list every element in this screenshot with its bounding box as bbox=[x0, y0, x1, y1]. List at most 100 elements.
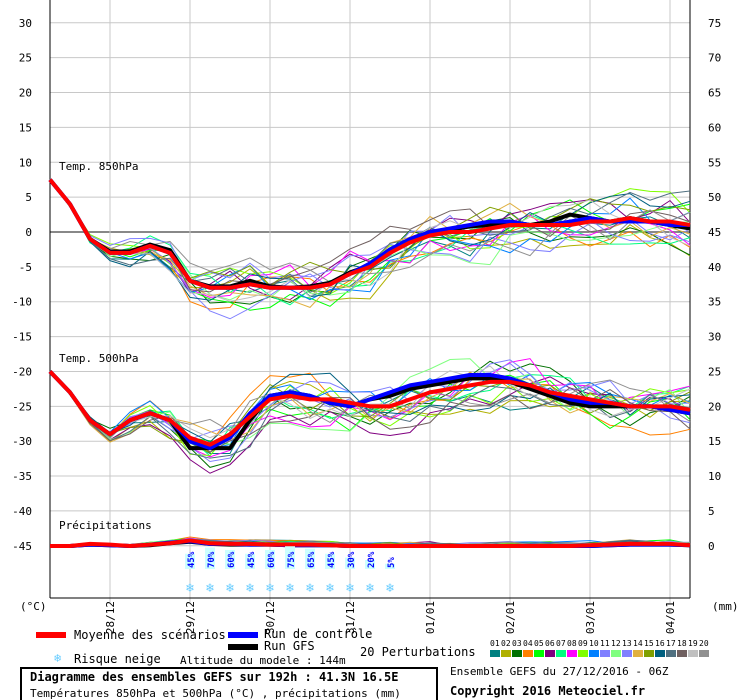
perturbation-id: 12 bbox=[611, 639, 621, 648]
legend-mean-swatch bbox=[36, 632, 66, 638]
snow-risk-label: 75% bbox=[287, 551, 297, 568]
snowflake-icon: ❄ bbox=[245, 581, 254, 596]
left-tick-label: 5 bbox=[25, 191, 32, 204]
perturbation-id: 04 bbox=[523, 639, 533, 648]
precip_mean-line bbox=[50, 538, 691, 548]
perturbation-swatch bbox=[523, 650, 533, 657]
left-tick-label: -25 bbox=[12, 400, 32, 413]
t850_mean-line bbox=[48, 178, 691, 290]
right-tick-label: 60 bbox=[708, 121, 721, 134]
right-tick-label: 30 bbox=[708, 331, 721, 344]
left-tick-label: -10 bbox=[12, 296, 32, 309]
perturbation-swatch bbox=[501, 650, 511, 657]
snow-risk-label: 20% bbox=[367, 551, 377, 568]
perturbation-id: 11 bbox=[600, 639, 610, 648]
left-tick-label: -20 bbox=[12, 365, 32, 378]
legend-control-swatch bbox=[228, 632, 258, 638]
perturbation-swatch bbox=[655, 650, 665, 657]
snowflake-icon: ❄ bbox=[305, 581, 314, 596]
perturbation-swatch bbox=[633, 650, 643, 657]
snowflake-icon: ❄ bbox=[205, 581, 214, 596]
right-tick-label: 55 bbox=[708, 156, 721, 169]
perturbation-swatch bbox=[578, 650, 588, 657]
perturbation-swatch bbox=[556, 650, 566, 657]
right-tick-label: 50 bbox=[708, 191, 721, 204]
left-tick-label: -35 bbox=[12, 470, 32, 483]
perturbation-swatch bbox=[545, 650, 555, 657]
left-axis-label: (°C) bbox=[20, 600, 47, 613]
right-tick-label: 75 bbox=[708, 17, 721, 30]
perturbation-line-17 bbox=[49, 179, 691, 293]
perturbation-line-16 bbox=[49, 179, 691, 301]
panel-label-t850: Temp. 850hPa bbox=[59, 160, 138, 173]
perturbation-id: 06 bbox=[545, 639, 555, 648]
perturbation-id: 15 bbox=[644, 639, 654, 648]
right-tick-label: 10 bbox=[708, 470, 721, 483]
panel-label-t500: Temp. 500hPa bbox=[59, 352, 138, 365]
legend-snow-label: Risque neige bbox=[74, 652, 161, 666]
left-tick-label: 20 bbox=[19, 87, 32, 100]
chart-subtitle: Températures 850hPa et 500hPa (°C) , pré… bbox=[30, 687, 401, 700]
perturbation-line-19 bbox=[49, 179, 691, 302]
right-tick-label: 5 bbox=[708, 505, 715, 518]
perturbation-line-14 bbox=[49, 179, 691, 308]
snowflake-icon: ❄ bbox=[285, 581, 294, 596]
panel-label-precip: Précipitations bbox=[59, 519, 152, 532]
snowflake-icon: ❄ bbox=[225, 581, 234, 596]
perturbation-id: 08 bbox=[567, 639, 577, 648]
title-box: Diagramme des ensembles GEFS sur 192h : … bbox=[20, 667, 438, 700]
right-tick-label: 65 bbox=[708, 87, 721, 100]
left-tick-label: -45 bbox=[12, 540, 32, 553]
perturbation-swatch bbox=[644, 650, 654, 657]
right-tick-label: 35 bbox=[708, 296, 721, 309]
snow-risk-label: 60% bbox=[267, 551, 277, 568]
x-tick-label: 01/01 bbox=[424, 601, 437, 634]
perturbation-swatch bbox=[567, 650, 577, 657]
snowflake-icon: ❄ bbox=[345, 581, 354, 596]
snow-risk-label: 5% bbox=[387, 557, 397, 568]
legend-mean-label: Moyenne des scénarios bbox=[74, 628, 226, 642]
snow-risk-label: 45% bbox=[327, 551, 337, 568]
right-axis-label: (mm) bbox=[712, 600, 739, 613]
left-tick-label: -5 bbox=[19, 261, 32, 274]
right-tick-label: 70 bbox=[708, 52, 721, 65]
legend-gfs-swatch bbox=[228, 644, 258, 650]
snow-risk-bar bbox=[205, 547, 215, 569]
left-tick-label: 0 bbox=[25, 226, 32, 239]
perturbation-line-18 bbox=[49, 179, 691, 293]
perturbation-swatch bbox=[490, 650, 500, 657]
perturbation-id: 01 bbox=[490, 639, 500, 648]
run-info: Ensemble GEFS du 27/12/2016 - 06Z bbox=[450, 665, 669, 678]
perturbation-id: 05 bbox=[534, 639, 544, 648]
snow-risk-label: 65% bbox=[307, 551, 317, 568]
perturbation-id: 13 bbox=[622, 639, 632, 648]
perturbation-id: 19 bbox=[688, 639, 698, 648]
snow-risk-bar bbox=[365, 560, 375, 569]
snow-risk-label: 60% bbox=[227, 551, 237, 568]
altitude-label: Altitude du modele : 144m bbox=[180, 654, 346, 667]
snow-risk-label: 45% bbox=[247, 551, 257, 568]
x-tick-label: 29/12 bbox=[184, 601, 197, 634]
perturbation-line-18 bbox=[49, 371, 691, 453]
right-tick-label: 40 bbox=[708, 261, 721, 274]
chart-title: Diagramme des ensembles GEFS sur 192h : … bbox=[30, 670, 399, 684]
legend-control-label: Run de contrôle bbox=[264, 627, 373, 641]
x-tick-label: 03/01 bbox=[584, 601, 597, 634]
perturbation-swatch bbox=[611, 650, 621, 657]
copyright: Copyright 2016 Meteociel.fr bbox=[450, 684, 646, 698]
perturbation-id: 14 bbox=[633, 639, 643, 648]
snow-risk-bar bbox=[265, 550, 275, 569]
snowflake-icon: ❄ bbox=[265, 581, 274, 596]
snow-risk-label: 70% bbox=[207, 551, 217, 568]
perturbation-id: 09 bbox=[578, 639, 588, 648]
perturbation-id: 03 bbox=[512, 639, 522, 648]
left-tick-label: 25 bbox=[19, 52, 32, 65]
snowflake-icon: ❄ bbox=[385, 581, 394, 596]
perturbation-swatch bbox=[688, 650, 698, 657]
left-tick-label: -15 bbox=[12, 331, 32, 344]
perturbation-swatch bbox=[699, 650, 709, 657]
snowflake-icon: ❄ bbox=[185, 581, 194, 596]
perturbation-swatch bbox=[589, 650, 599, 657]
t500_mean-line bbox=[48, 370, 691, 447]
